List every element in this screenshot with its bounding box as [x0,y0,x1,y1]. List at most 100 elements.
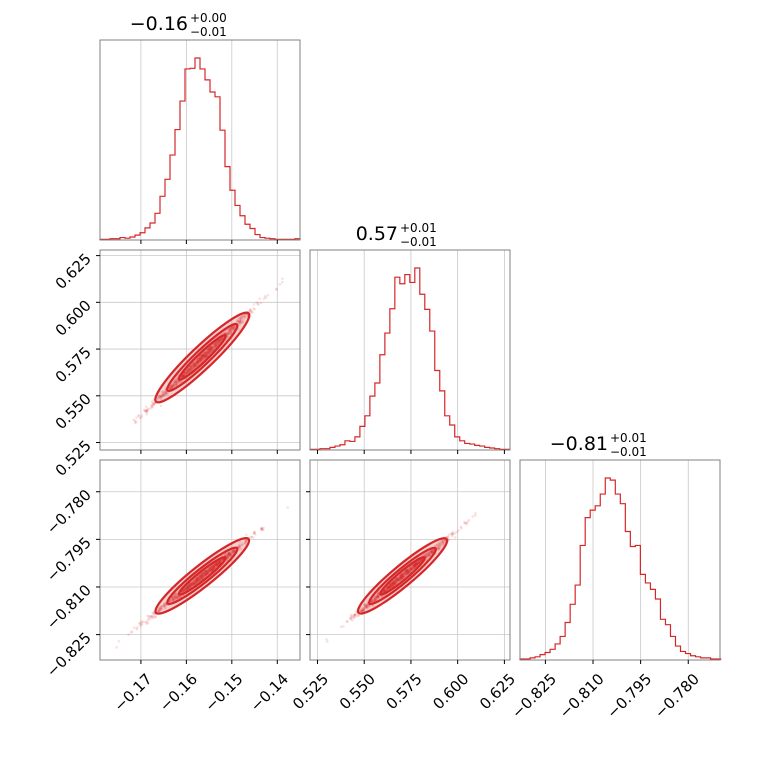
sample-point [407,569,411,573]
sample-point [214,563,218,567]
sample-point [393,581,396,584]
sample-point [431,550,435,554]
sample-point [196,576,200,580]
sample-point [161,390,164,394]
sample-point [391,582,395,585]
sample-point [198,357,202,361]
sample-point [196,360,199,363]
sample-point [240,543,244,547]
sample-point [157,396,160,400]
sample-point [405,569,408,572]
sample-point [216,561,219,564]
sample-point [199,575,202,579]
sample-point [205,355,209,358]
sample-point [212,563,216,566]
sample-point [210,568,214,572]
sample-point [172,381,176,384]
sample-point [360,608,364,612]
sample-point [404,569,407,573]
sample-point [187,369,191,372]
sample-point [200,358,204,362]
sample-point [196,577,200,581]
sample-point [210,569,213,573]
sample-point [169,386,172,390]
sample-point [191,368,194,371]
sample-point [228,327,232,331]
sample-point [194,361,198,365]
sample-point [195,576,199,580]
sample-point [171,598,175,601]
sample-point [187,584,191,587]
sample-point [199,359,203,362]
sample-point [214,563,217,567]
sample-point [137,414,140,417]
contour-fill [178,557,226,595]
sample-point [205,571,209,574]
sample-point [208,566,212,570]
sample-point [392,580,396,584]
sample-point [195,580,198,584]
sample-point [203,357,207,360]
sample-point [376,591,380,595]
sample-point [215,562,218,566]
sample-point [227,555,230,558]
sample-point [154,615,158,619]
sample-point [198,578,202,581]
sample-point [386,586,390,590]
sample-point [450,532,454,536]
sample-point [236,319,239,323]
sample-point [163,391,167,394]
sample-point [391,583,395,587]
sample-point [439,545,442,548]
sample-point [178,595,182,599]
sample-point [203,569,207,573]
sample-point [376,596,380,600]
sample-point [189,582,193,585]
sample-point [400,574,404,577]
sample-point [414,563,418,567]
sample-point [219,338,223,342]
title-median: −0.81 [550,433,608,455]
sample-point [145,408,149,412]
sample-point [408,569,412,573]
sample-point [238,320,242,323]
sample-point [197,577,200,581]
contour-level [177,556,227,596]
y-tick-label-p1: 0.525 [52,437,95,480]
sample-point [356,614,360,618]
sample-point [227,551,231,555]
sample-point [206,572,210,576]
sample-point [185,372,188,375]
sample-point [208,566,211,570]
sample-point [202,574,206,578]
sample-point [216,342,219,346]
sample-point [412,566,415,570]
sample-point [433,544,437,547]
sample-point [388,585,391,589]
sample-point [191,581,194,585]
sample-point [388,583,392,586]
sample-point [437,543,440,547]
sample-point [226,332,230,336]
sample-point [187,585,191,588]
contour-level [154,311,251,404]
contour-level [154,537,251,615]
sample-point [160,607,164,611]
sample-point [168,598,172,602]
sample-point [193,364,197,367]
sample-point [387,585,391,588]
sample-point [191,364,195,367]
sample-point [211,345,214,349]
sample-point [417,559,421,563]
sample-point [201,353,205,357]
sample-point [429,551,432,555]
sample-point [438,548,441,551]
sample-point [180,590,184,594]
sample-point [206,350,210,354]
sample-point [193,362,197,366]
sample-point [376,594,380,598]
sample-point [181,374,185,378]
sample-point [227,552,231,555]
sample-point [376,592,379,595]
sample-point [382,590,386,593]
